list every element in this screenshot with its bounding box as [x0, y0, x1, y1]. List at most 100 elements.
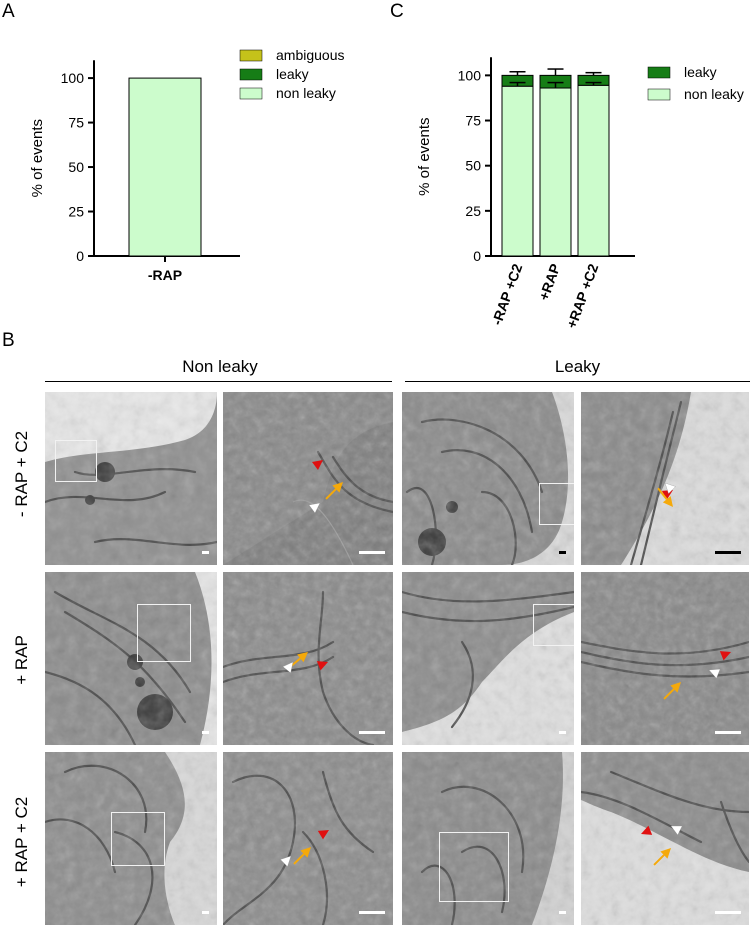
- micrograph-r1-c3: [402, 392, 574, 565]
- red-arrowhead: [661, 490, 673, 500]
- legend-swatch: [239, 68, 263, 81]
- row-label-minus-rap-c2: - RAP + C2: [12, 430, 31, 518]
- white-arrowhead: [670, 825, 683, 836]
- texture: [45, 392, 217, 565]
- y-tick-label: 0: [76, 248, 84, 264]
- zoom-inset-box: [533, 604, 574, 646]
- scale-bar: [202, 731, 209, 734]
- texture: [45, 572, 217, 745]
- texture: [223, 752, 393, 925]
- red-arrowhead: [317, 830, 329, 840]
- y-axis-label: % of events: [416, 117, 433, 195]
- chart-a: 0 25 50 75 100 % of events -RAP ambiguous leaky n…: [29, 47, 345, 283]
- scale-bar: [559, 911, 566, 914]
- micrograph-r1-c4: [581, 392, 749, 565]
- bar-non-leaky: [128, 77, 202, 257]
- legend-swatch: [239, 87, 263, 100]
- texture: [223, 392, 393, 565]
- zoom-inset-box: [111, 812, 165, 866]
- x-tick-label: -RAP +C2: [488, 261, 525, 327]
- legend-label: ambiguous: [276, 47, 345, 63]
- texture: [223, 572, 393, 745]
- y-tick-label: 100: [61, 70, 85, 86]
- scale-bar: [715, 911, 741, 914]
- row-label-plus-rap: + RAP: [12, 635, 31, 685]
- scale-bar: [202, 911, 209, 914]
- texture: [581, 392, 749, 565]
- orange-arrow-stem: [663, 688, 675, 700]
- white-arrowhead: [664, 482, 676, 494]
- panel-letter-b: B: [2, 330, 15, 351]
- legend-swatch: [239, 49, 263, 62]
- scale-bar: [202, 551, 209, 554]
- legend-swatch: [647, 88, 671, 101]
- y-axis-label: % of events: [29, 119, 46, 197]
- white-arrowhead: [280, 855, 292, 867]
- micrograph-r2-c1: [45, 572, 217, 745]
- x-tick-label: -RAP: [148, 267, 182, 283]
- micrograph-r3-c1: [45, 752, 217, 925]
- y-tick-label: 25: [465, 203, 481, 219]
- orange-arrow-stem: [293, 853, 305, 865]
- y-tick-label: 0: [473, 248, 481, 264]
- chart-c: 0 25 50 75 100 % of events -RAP +C2 +RAP +RAP +C…: [416, 57, 744, 330]
- scale-bar: [715, 551, 741, 554]
- red-arrowhead: [316, 661, 328, 671]
- scale-bar: [359, 551, 385, 554]
- panel-letter-c: C: [390, 1, 404, 22]
- col-header-rule-non-leaky: [45, 381, 392, 382]
- texture: [581, 752, 749, 925]
- legend-label: leaky: [684, 64, 717, 80]
- panel-letter-a: A: [2, 1, 15, 22]
- micrograph-r2-c2: [223, 572, 393, 745]
- micrograph-r1-c2: [223, 392, 393, 565]
- texture: [402, 392, 574, 565]
- col-header-leaky: Leaky: [554, 357, 601, 376]
- micrograph-r3-c3: [402, 752, 574, 925]
- bar-non-leaky: [577, 84, 610, 257]
- x-tick-label: +RAP: [535, 262, 563, 303]
- red-arrowhead: [312, 460, 323, 470]
- legend-label: leaky: [276, 66, 309, 82]
- scale-bar: [359, 911, 385, 914]
- texture: [402, 752, 574, 925]
- texture: [402, 572, 574, 745]
- micrograph-r1-c1: [45, 392, 217, 565]
- orange-arrow: [662, 496, 673, 507]
- y-tick-label: 75: [465, 113, 481, 129]
- y-tick-label: 50: [465, 158, 481, 174]
- legend-label: non leaky: [684, 86, 744, 102]
- micrograph-r3-c4: [581, 752, 749, 925]
- y-tick-label: 25: [68, 204, 84, 220]
- white-arrowhead: [308, 502, 321, 514]
- micrograph-r3-c2: [223, 752, 393, 925]
- texture: [581, 572, 749, 745]
- red-arrowhead: [641, 825, 653, 835]
- orange-arrow-stem: [653, 854, 665, 866]
- scale-bar: [559, 551, 566, 554]
- scale-bar: [359, 731, 385, 734]
- zoom-inset-box: [55, 440, 97, 482]
- texture: [45, 752, 217, 925]
- white-arrowhead: [282, 661, 294, 674]
- red-arrowhead: [719, 651, 731, 661]
- orange-arrow-stem: [657, 487, 668, 500]
- x-tick-label: +RAP +C2: [563, 261, 601, 330]
- col-header-rule-leaky: [405, 381, 750, 382]
- col-header-non-leaky: Non leaky: [182, 357, 258, 376]
- bar-non-leaky: [539, 87, 572, 257]
- micrograph-r2-c3: [402, 572, 574, 745]
- white-arrowhead: [708, 668, 721, 679]
- y-tick-label: 100: [458, 67, 482, 83]
- legend-swatch: [647, 66, 671, 79]
- micrograph-r2-c4: [581, 572, 749, 745]
- legend-label: non leaky: [276, 85, 336, 101]
- bar-non-leaky: [501, 85, 534, 257]
- orange-arrow: [297, 652, 308, 663]
- orange-arrow-stem: [325, 488, 337, 500]
- zoom-inset-box: [439, 832, 509, 902]
- y-tick-label: 75: [68, 115, 84, 131]
- y-tick-label: 50: [68, 159, 84, 175]
- scale-bar: [715, 731, 741, 734]
- scale-bar: [559, 731, 566, 734]
